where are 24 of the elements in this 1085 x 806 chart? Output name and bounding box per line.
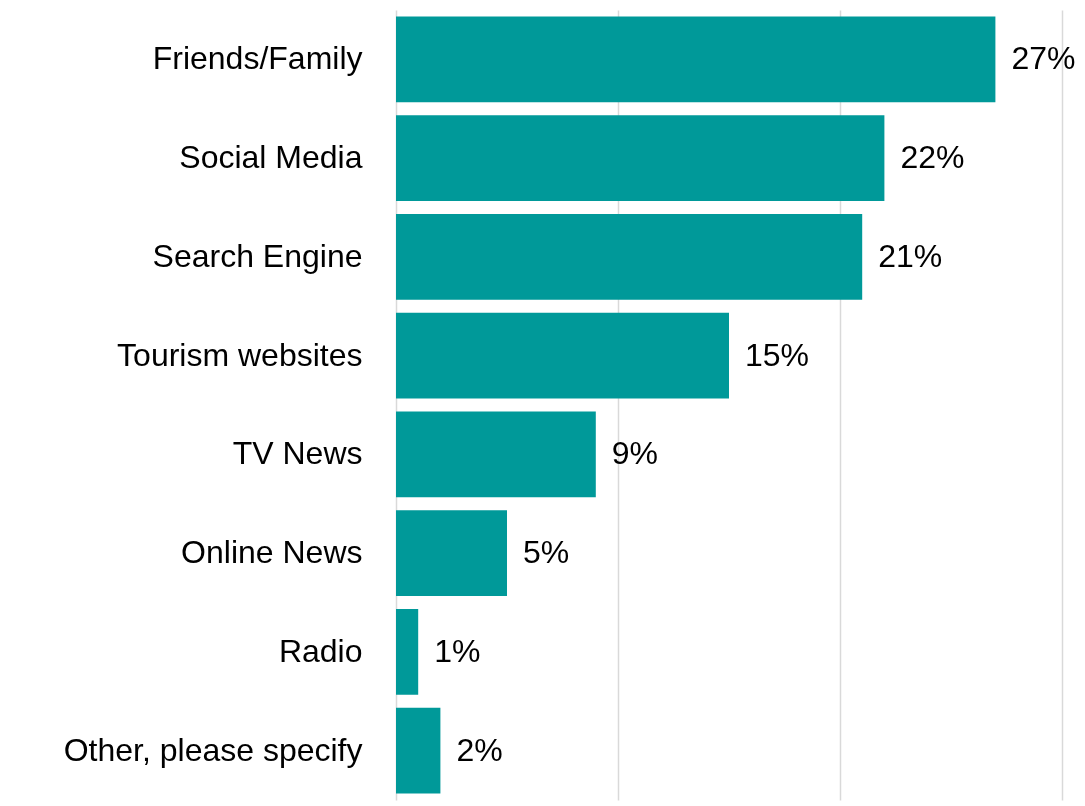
data-label: 5% — [523, 534, 570, 571]
data-label: 15% — [745, 336, 810, 373]
bar — [396, 707, 441, 794]
bar — [396, 312, 729, 399]
data-label: 22% — [900, 139, 965, 176]
data-label: 27% — [1011, 40, 1076, 77]
data-label: 9% — [611, 435, 659, 472]
bar — [396, 16, 996, 103]
y-tick-label: Radio — [278, 632, 363, 669]
y-tick-label: Search Engine — [152, 237, 363, 274]
bar — [396, 510, 507, 597]
y-tick-label: Friends/Family — [152, 40, 363, 77]
bar — [396, 115, 885, 202]
bar — [396, 213, 863, 300]
y-tick-label: TV News — [232, 435, 363, 472]
y-tick-label: Tourism websites — [117, 336, 363, 373]
y-tick-label: Social Media — [179, 139, 363, 176]
data-label: 21% — [878, 237, 943, 274]
data-label: 1% — [434, 632, 481, 669]
bar — [396, 608, 419, 695]
data-label: 2% — [456, 731, 503, 768]
y-tick-label: Online News — [181, 534, 363, 571]
y-tick-label: Other, please specify — [63, 731, 363, 768]
bar — [396, 411, 596, 498]
